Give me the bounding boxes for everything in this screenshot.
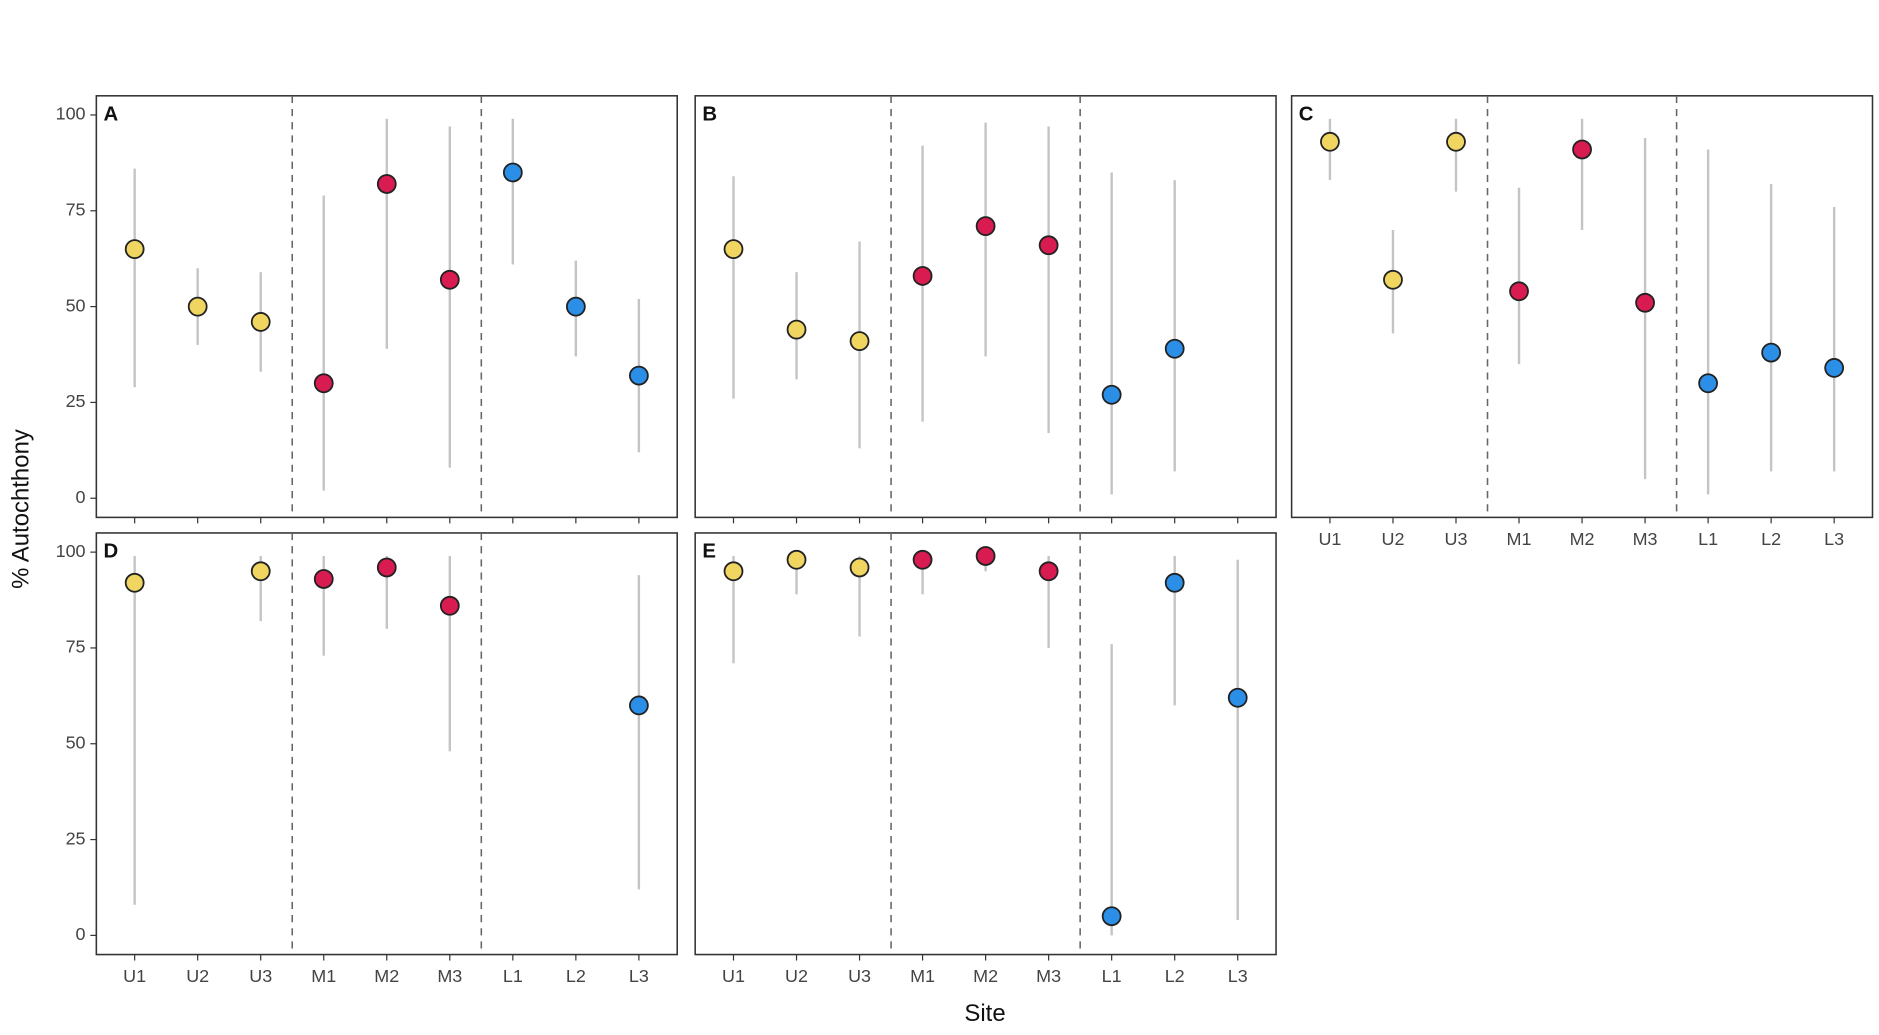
point <box>629 365 649 386</box>
point <box>1320 131 1340 152</box>
point <box>439 595 460 616</box>
x-tick-label: L2 <box>566 966 586 986</box>
y-tick-label: 0 <box>76 924 86 944</box>
point <box>1509 281 1529 302</box>
panel-frame <box>694 95 1277 519</box>
point <box>1635 292 1655 313</box>
x-tick-label: L1 <box>1102 966 1122 986</box>
point <box>629 695 649 716</box>
point <box>250 312 271 332</box>
point <box>439 269 460 290</box>
x-tick-label: L1 <box>1698 529 1718 549</box>
point <box>786 549 807 570</box>
x-tick-label: U3 <box>848 966 871 986</box>
x-tick-label: M1 <box>311 966 336 986</box>
point <box>250 561 271 582</box>
point <box>1824 358 1845 378</box>
point <box>124 239 145 259</box>
point <box>1101 384 1122 405</box>
x-tick-label: M3 <box>1633 529 1658 549</box>
point <box>1164 338 1185 359</box>
point <box>975 546 996 566</box>
point <box>313 373 334 394</box>
x-tick-label: U1 <box>1318 529 1341 549</box>
x-tick-label: M3 <box>437 966 462 986</box>
point <box>849 557 870 578</box>
panel-label: B <box>702 103 717 125</box>
point <box>187 296 208 317</box>
y-tick-label: 50 <box>66 733 86 753</box>
point <box>1038 235 1059 256</box>
point <box>313 569 334 589</box>
panel-label: C <box>1299 103 1314 125</box>
x-tick-label: L3 <box>629 966 649 986</box>
point <box>786 319 807 340</box>
y-axis-label: % Autochthony <box>7 429 34 589</box>
x-tick-label: M2 <box>1570 529 1595 549</box>
y-tick-label: 25 <box>66 391 86 411</box>
x-tick-label: L2 <box>1761 529 1781 549</box>
point <box>1038 561 1059 582</box>
panel-frame <box>1290 95 1874 519</box>
x-axis-label: Site <box>964 1000 1005 1027</box>
x-tick-label: M1 <box>910 966 935 986</box>
x-tick-label: L3 <box>1228 966 1248 986</box>
x-tick-label: U1 <box>722 966 745 986</box>
y-tick-label: 0 <box>76 487 86 507</box>
x-tick-label: U2 <box>785 966 808 986</box>
y-tick-label: 100 <box>56 104 86 124</box>
point <box>376 174 397 194</box>
y-tick-label: 50 <box>66 295 86 315</box>
x-tick-label: L2 <box>1165 966 1185 986</box>
point <box>912 549 933 570</box>
point <box>723 561 744 582</box>
panel-label: A <box>104 103 119 125</box>
point <box>723 239 744 259</box>
panel-frame <box>694 532 1277 956</box>
y-tick-label: 75 <box>66 637 86 657</box>
y-tick-label: 100 <box>56 541 86 561</box>
point <box>912 266 933 286</box>
x-tick-label: L1 <box>503 966 523 986</box>
point <box>376 557 397 578</box>
x-tick-label: U3 <box>249 966 272 986</box>
point <box>1227 687 1248 708</box>
x-tick-label: U1 <box>123 966 146 986</box>
y-tick-label: 75 <box>66 200 86 220</box>
x-tick-label: U2 <box>1381 529 1404 549</box>
point <box>975 216 996 237</box>
y-tick-label: 25 <box>66 828 86 848</box>
point <box>1164 572 1185 593</box>
point <box>1698 373 1718 394</box>
x-tick-label: U2 <box>186 966 209 986</box>
point <box>1446 131 1466 152</box>
panel-label: E <box>702 541 716 563</box>
x-tick-label: M1 <box>1507 529 1532 549</box>
point <box>1572 139 1592 160</box>
point <box>502 162 523 183</box>
point <box>1383 269 1403 290</box>
x-tick-label: M2 <box>973 966 998 986</box>
point <box>849 331 870 351</box>
x-tick-label: M3 <box>1036 966 1061 986</box>
point <box>565 296 586 317</box>
point <box>124 572 145 593</box>
point <box>1101 906 1122 927</box>
panel-label: D <box>104 541 119 563</box>
x-tick-label: M2 <box>374 966 399 986</box>
point <box>1761 342 1782 363</box>
x-tick-label: L3 <box>1824 529 1844 549</box>
x-tick-label: U3 <box>1445 529 1468 549</box>
